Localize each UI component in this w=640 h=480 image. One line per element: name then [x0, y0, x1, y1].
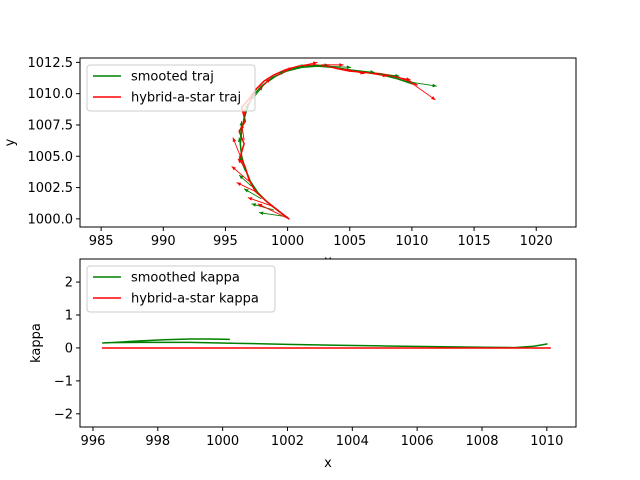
heading-arrow — [238, 174, 252, 187]
kappa-x-tick-label: 1000 — [206, 434, 239, 449]
trajectory-y-ticks: 1000.0 1002.5 1005.0 1007.5 1010.0 1012.5 — [28, 56, 80, 227]
heading-arrow — [258, 211, 284, 217]
kappa-x-tick-label: 1004 — [336, 434, 369, 449]
trajectory-y-tick-label: 1007.5 — [28, 118, 74, 133]
trajectory-plot-frame — [79, 57, 577, 228]
heading-arrow — [240, 123, 245, 141]
kappa-x-tick-label: 996 — [81, 434, 106, 449]
trajectory-y-tick-label: 1002.5 — [28, 181, 74, 196]
heading-arrow — [328, 65, 352, 69]
kappa-plot-frame — [79, 258, 577, 428]
kappa-y-tick-label: 0 — [65, 341, 73, 356]
trajectory-x-tick-label: 990 — [151, 234, 176, 249]
heading-arrow — [231, 165, 250, 182]
trajectory-legend-label-smoothed: smooted traj — [131, 70, 214, 85]
heading-arrow — [364, 71, 388, 78]
trajectory-legend: smooted traj hybrid-a-star traj — [86, 64, 256, 112]
trajectory-x-tick-label: 995 — [213, 234, 238, 249]
kappa-x-ticks: 996 998 1000 1002 1004 1006 1008 1010 — [81, 427, 563, 449]
heading-arrow — [258, 78, 271, 91]
kappa-x-tick-label: 1006 — [401, 434, 434, 449]
heading-arrow — [276, 66, 293, 77]
kappa-legend-label-smoothed: smoothed kappa — [131, 271, 240, 286]
trajectory-legend-box — [86, 64, 256, 112]
kappa-y-ticks: −2 −1 0 1 2 — [54, 276, 80, 422]
trajectory-x-tick-label: 1005 — [333, 234, 366, 249]
trajectory-x-tick-label: 1015 — [458, 234, 491, 249]
kappa-legend: smoothed kappa hybrid-a-star kappa — [86, 265, 276, 313]
kappa-legend-box — [86, 265, 276, 313]
kappa-series — [101, 338, 551, 349]
heading-arrow — [247, 197, 273, 207]
heading-arrow — [237, 158, 246, 168]
heading-arrow — [237, 137, 243, 154]
trajectory-x-ticks: 985 990 995 1000 1005 1010 1015 1020 — [89, 227, 553, 249]
kappa-x-tick-label: 998 — [145, 434, 170, 449]
heading-arrow — [406, 79, 436, 101]
trajectory-y-tick-label: 1010.0 — [28, 87, 74, 102]
trajectory-y-tick-label: 1012.5 — [28, 56, 74, 71]
kappa-y-tick-label: 1 — [65, 309, 73, 324]
trajectory-y-tick-label: 1000.0 — [28, 212, 74, 227]
kappa-y-tick-label: −2 — [54, 407, 73, 422]
trajectory-plot: 985 990 995 1000 1005 1010 1015 1020 1000.0 1002… — [3, 56, 577, 269]
trajectory-y-tick-label: 1005.0 — [28, 150, 74, 165]
trajectory-x-tick-label: 1020 — [520, 234, 553, 249]
trajectory-y-axis-label: y — [3, 138, 18, 146]
heading-arrow — [352, 69, 375, 74]
kappa-plot: 996 998 1000 1002 1004 1006 1008 1010 −2 −1 0 1 2 x… — [29, 258, 577, 471]
heading-arrow — [243, 188, 262, 200]
kappa-y-tick-label: 2 — [65, 276, 73, 291]
kappa-x-tick-label: 1010 — [530, 434, 563, 449]
heading-arrow — [232, 137, 241, 157]
kappa-y-tick-label: −1 — [54, 374, 73, 389]
kappa-x-tick-label: 1008 — [465, 434, 498, 449]
trajectory-legend-label-hybrid: hybrid-a-star traj — [131, 91, 241, 106]
heading-arrow — [298, 61, 318, 67]
trajectory-x-tick-label: 985 — [89, 234, 114, 249]
heading-arrow — [251, 203, 275, 211]
trajectory-heading-arrows — [231, 61, 437, 220]
trajectory-x-tick-label: 1000 — [271, 234, 304, 249]
kappa-legend-label-hybrid: hybrid-a-star kappa — [131, 292, 259, 307]
heading-arrow — [236, 182, 256, 192]
kappa-y-axis-label: kappa — [29, 323, 44, 363]
trajectory-x-tick-label: 1010 — [395, 234, 428, 249]
heading-arrow — [321, 63, 344, 67]
kappa-x-axis-label: x — [324, 456, 332, 471]
heading-arrow — [257, 203, 290, 220]
heading-arrow — [343, 68, 365, 75]
kappa-x-tick-label: 1002 — [271, 434, 304, 449]
